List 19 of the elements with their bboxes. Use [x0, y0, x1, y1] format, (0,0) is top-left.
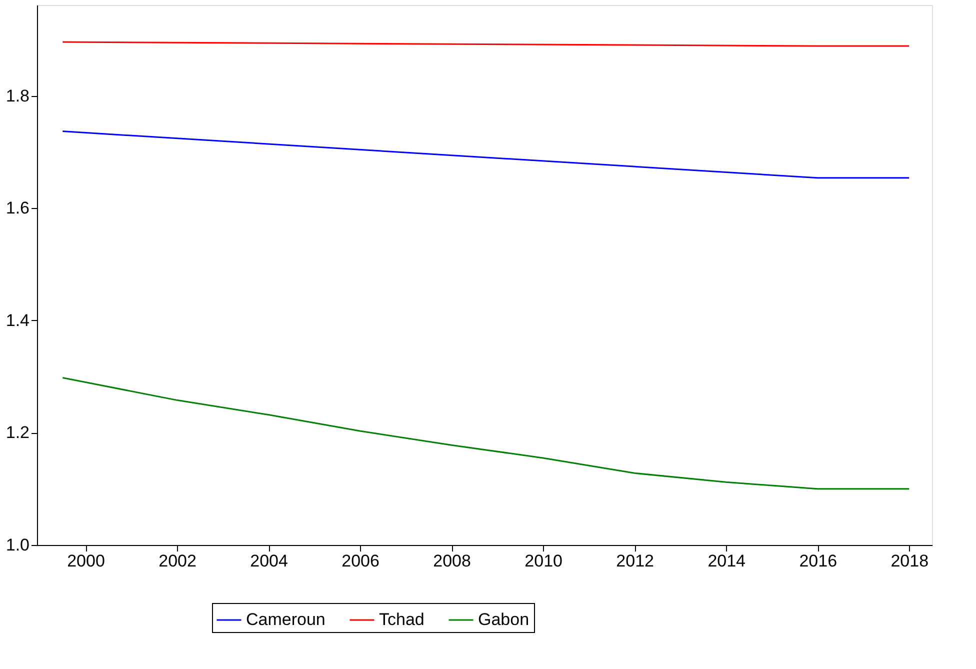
x-tick-label: 2010 [524, 552, 562, 570]
x-tick-label: 2002 [158, 552, 196, 570]
x-tick-label: 2018 [890, 552, 929, 570]
line-series [62, 376, 910, 490]
legend-label: Cameroun [246, 610, 326, 629]
x-tick-label: 2016 [799, 552, 838, 570]
legend-label: Tchad [379, 610, 424, 629]
x-tick-label: 2008 [433, 552, 471, 570]
x-tick-label: 2006 [342, 552, 380, 570]
y-tick-label: 1.8 [6, 86, 30, 106]
x-tick-label: 2000 [67, 552, 105, 570]
y-tick-label: 1.4 [6, 310, 30, 330]
y-tick-label: 1.6 [6, 198, 30, 218]
y-tick-label: 1.0 [6, 536, 30, 554]
x-tick-label: 2014 [708, 552, 746, 570]
x-tick-label: 2012 [616, 552, 654, 570]
y-tick-label: 1.2 [6, 423, 30, 442]
legend-label: Gabon [478, 610, 530, 629]
x-tick-label: 2004 [250, 552, 288, 570]
